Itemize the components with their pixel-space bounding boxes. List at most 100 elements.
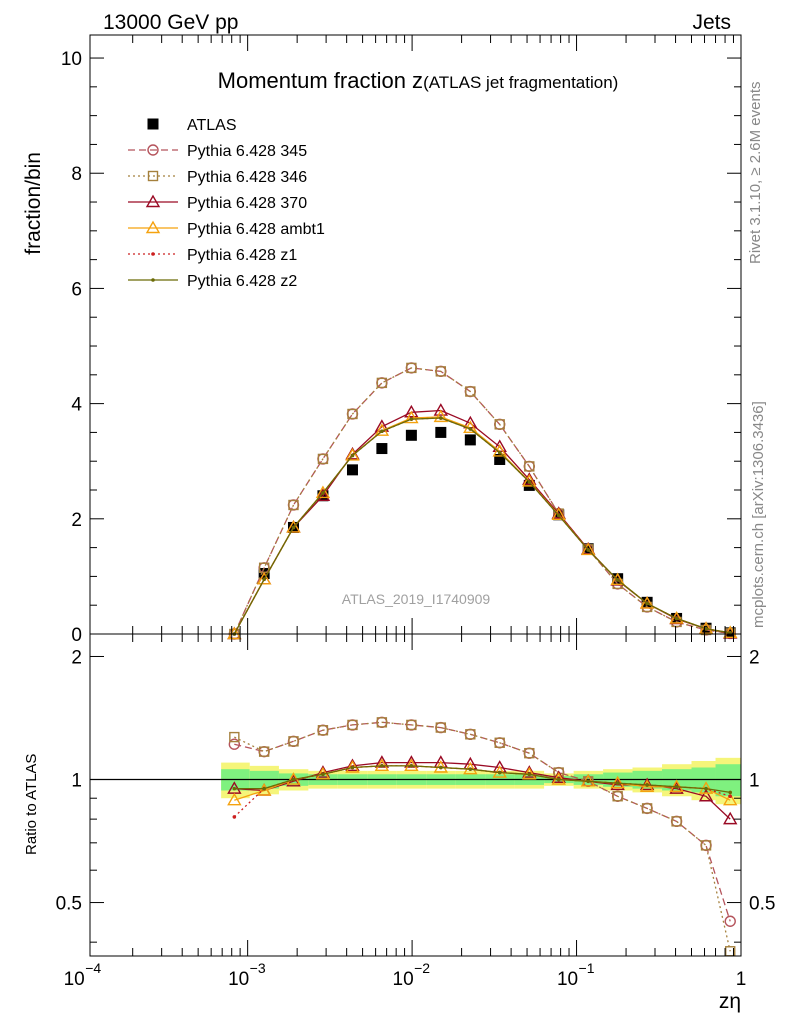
y-tick-label-ratio-right: 2 — [749, 647, 760, 668]
series-4-point — [433, 409, 449, 423]
series-4-point — [404, 410, 419, 424]
ratio-series-1-point — [376, 717, 388, 728]
legend-marker-4 — [145, 220, 161, 234]
ratio-series-5-point — [556, 777, 561, 782]
ratio-series-1-point — [229, 731, 240, 743]
series-2-point — [288, 499, 299, 511]
series-2-point — [406, 362, 417, 374]
main-plot-area — [227, 362, 738, 640]
x-tick-label: 10 — [393, 969, 414, 990]
ratio-y-axis-label: Ratio to ATLAS — [23, 754, 40, 855]
series-0-point — [494, 453, 506, 465]
ratio-series-5-point — [586, 779, 590, 784]
ratio-plot-area — [90, 716, 741, 957]
series-4-point — [580, 542, 596, 556]
y-tick-label-ratio-right: 0.5 — [749, 894, 775, 915]
x-axis-label: zη — [719, 990, 741, 1013]
series-4-point — [669, 611, 684, 624]
series-4-point — [610, 572, 625, 586]
legend-marker-0 — [147, 118, 159, 130]
series-6-line — [233, 417, 731, 635]
legend-marker-3 — [145, 194, 161, 208]
legend-label-3: Pythia 6.428 370 — [187, 195, 307, 212]
series-0-point — [376, 443, 388, 455]
series-4-point — [463, 420, 478, 434]
ratio-series-1-point — [671, 816, 682, 827]
ratio-series-1-point — [700, 840, 712, 851]
series-6-point — [586, 548, 590, 552]
ratio-series-5-point — [645, 783, 649, 787]
ratio-series-5-point — [728, 790, 733, 795]
legend-marker-2 — [147, 170, 159, 182]
ratio-series-5-point — [704, 786, 708, 791]
ratio-series-5-point — [291, 777, 296, 782]
ratio-series-5-point — [468, 767, 473, 771]
ratio-series-1-point — [406, 719, 417, 731]
ratio-series-0-point — [700, 839, 712, 852]
header-right: Jets — [692, 11, 731, 34]
ratio-series-5-point — [527, 772, 532, 777]
series-6-point — [291, 525, 296, 530]
series-4-point — [286, 520, 301, 533]
y-tick-label-ratio: 1 — [71, 771, 82, 792]
series-4-point — [315, 485, 331, 499]
ratio-series-5-point — [497, 770, 502, 775]
series-2-point — [376, 377, 388, 389]
series-6-point — [321, 491, 325, 495]
series-2-point — [435, 366, 447, 377]
y-tick-label-main: 6 — [71, 279, 82, 300]
ratio-series-5-point — [262, 786, 266, 791]
series-1-point — [376, 377, 388, 389]
x-tick-label: 10 — [64, 969, 85, 990]
series-3-point — [404, 404, 419, 418]
ratio-series-2-point — [345, 758, 360, 772]
ratio-axes: 10−410−310−210−110.5 0.51 12 2 — [56, 634, 775, 990]
series-6-point — [468, 427, 473, 431]
ratio-series-1-line — [234, 721, 731, 952]
ratio-series-1-point — [288, 736, 299, 747]
series-6-point — [556, 513, 561, 518]
ratio-series-4-point — [728, 794, 733, 799]
ratio-series-0-point — [258, 745, 270, 758]
main-axes: 0 2 4 6 8 10 — [61, 35, 741, 646]
ratio-series-5-point — [615, 781, 620, 785]
x-tick-label: 10 — [228, 969, 249, 990]
series-0-point — [346, 464, 358, 476]
ratio-series-5-point — [674, 784, 679, 789]
series-6-point — [645, 601, 649, 606]
ratio-series-1-point — [465, 729, 476, 740]
y-tick-label-main: 0 — [71, 625, 82, 646]
x-tick-label: 1 — [736, 969, 747, 990]
ratio-series-5-point — [321, 772, 325, 777]
ratio-series-4-point — [232, 815, 237, 819]
ratio-series-0-point — [228, 738, 241, 750]
main-panel: ATLAS_2019_I1740909 Momentum fraction z(… — [22, 34, 742, 646]
series-4-point — [639, 596, 655, 609]
ratio-frame — [89, 633, 742, 957]
series-2-point — [524, 461, 535, 472]
legend: ATLAS Pythia 6.428 345 Pythia 6.428 346 Pyt… — [128, 117, 325, 290]
y-tick-label-main: 8 — [71, 164, 82, 185]
ratio-series-1-point — [258, 746, 270, 757]
x-tick-label: 10 — [557, 969, 578, 990]
series-6-point — [439, 416, 443, 420]
legend-marker-1 — [147, 144, 159, 156]
ratio-series-1-point — [317, 725, 329, 736]
series-6-point — [497, 450, 502, 455]
main-title-sub: (ATLAS jet fragmentation) — [423, 73, 618, 92]
series-6-point — [350, 453, 355, 458]
ratio-series-5-point — [439, 765, 443, 770]
series-3-point — [433, 403, 449, 416]
x-tick-exponent: −3 — [250, 960, 266, 976]
ratio-series-5-line — [234, 765, 731, 794]
series-2-point — [347, 408, 358, 420]
ratio-series-3-point — [723, 792, 738, 806]
header-left: 13000 GeV pp — [103, 11, 238, 34]
series-4-point — [522, 473, 537, 487]
watermark: ATLAS_2019_I1740909 — [342, 591, 491, 607]
ratio-series-3-point — [256, 783, 272, 796]
ratio-series-3-point — [374, 758, 390, 772]
x-tick-exponent: −2 — [414, 960, 430, 976]
legend-label-1: Pythia 6.428 345 — [187, 143, 307, 160]
